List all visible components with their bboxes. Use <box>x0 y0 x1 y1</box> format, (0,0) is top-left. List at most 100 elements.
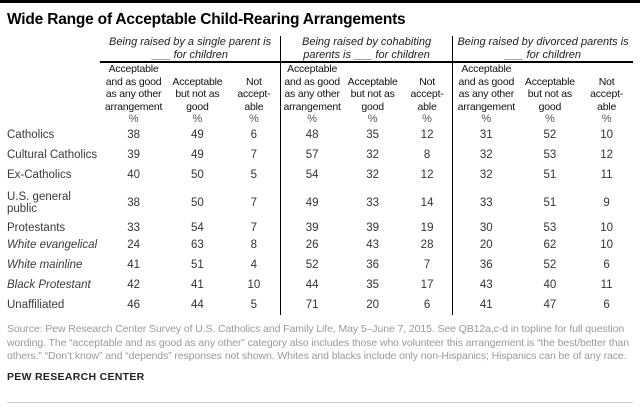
value-cell: 40 <box>127 169 140 181</box>
value-cell: 39 <box>279 215 344 235</box>
source-note: Source: Pew Research Center Survey of U.… <box>7 323 629 362</box>
column-header: Acceptable and as good as any other arra… <box>104 63 163 113</box>
percent-symbol: % <box>367 113 378 125</box>
value-cell: 32 <box>452 165 520 185</box>
value-cell: 33 <box>366 197 380 209</box>
value-cell: 7 <box>250 149 258 161</box>
value-cell: 49 <box>191 129 204 141</box>
value-cell: 50 <box>191 169 204 181</box>
value-cell: 62 <box>543 239 557 251</box>
value-cell: 33 <box>127 222 140 234</box>
row-label: Unaffiliated <box>7 299 65 311</box>
column-header: Not accept- able <box>590 75 624 113</box>
row-label: U.S. general public <box>7 191 71 215</box>
spacer-cell <box>7 36 100 62</box>
value-cell: 6 <box>250 129 258 141</box>
value-cell: 11 <box>600 169 613 181</box>
value-cell: 8 <box>423 149 431 161</box>
value-cell: 41 <box>191 279 204 291</box>
value-cell: 71 <box>279 295 344 315</box>
table-row: White mainline 41 51 4 52 36 7 36 52 6 <box>7 255 633 275</box>
value-cell: 10 <box>247 279 261 291</box>
page-title: Wide Range of Acceptable Child-Rearing A… <box>7 11 406 28</box>
value-cell: 51 <box>543 197 557 209</box>
value-cell: 50 <box>191 197 204 209</box>
value-cell: 35 <box>366 129 380 141</box>
row-label: Protestants <box>7 222 66 234</box>
value-cell: 32 <box>452 145 520 165</box>
percent-symbol: % <box>422 113 432 125</box>
value-cell: 12 <box>420 129 434 141</box>
table-row: Ex-Catholics 40 50 5 54 32 12 32 51 11 <box>7 165 633 185</box>
value-cell: 6 <box>423 299 431 311</box>
value-cell: 36 <box>452 255 520 275</box>
spacer-cell <box>7 62 100 113</box>
value-cell: 47 <box>543 299 557 311</box>
row-label: Ex-Catholics <box>7 169 72 181</box>
value-cell: 63 <box>191 239 204 251</box>
value-cell: 43 <box>452 275 520 295</box>
group-title-row: Being raised by a single parent is ___ f… <box>7 36 633 63</box>
row-label: White mainline <box>7 259 83 271</box>
value-cell: 57 <box>279 145 344 165</box>
column-header-row: Acceptable and as good as any other arra… <box>7 62 633 113</box>
value-cell: 52 <box>543 129 557 141</box>
value-cell: 10 <box>600 129 614 141</box>
value-cell: 33 <box>452 185 520 215</box>
value-cell: 4 <box>250 259 258 271</box>
value-cell: 44 <box>279 275 344 295</box>
value-cell: 35 <box>366 279 380 291</box>
table-row: Black Protestant 42 41 10 44 35 17 43 40 11 <box>7 275 633 295</box>
value-cell: 7 <box>250 222 258 234</box>
table-row: Unaffiliated 46 44 5 71 20 6 41 47 6 <box>7 295 633 315</box>
value-cell: 10 <box>600 239 614 251</box>
column-group-title-single-parent: Being raised by a single parent is ___ f… <box>100 36 281 63</box>
percent-symbol: % <box>192 113 203 125</box>
value-cell: 52 <box>279 255 344 275</box>
row-label: Black Protestant <box>7 279 91 291</box>
data-table: Being raised by a single parent is ___ f… <box>7 36 633 315</box>
value-cell: 26 <box>279 235 344 255</box>
percent-symbol: % <box>279 113 344 125</box>
value-cell: 52 <box>543 259 557 271</box>
value-cell: 5 <box>250 299 258 311</box>
row-label: White evangelical <box>7 239 98 251</box>
value-cell: 48 <box>279 125 344 145</box>
value-cell: 12 <box>600 149 614 161</box>
value-cell: 10 <box>600 222 614 234</box>
value-cell: 54 <box>279 165 344 185</box>
table-row: Catholics 38 49 6 48 35 12 31 52 10 <box>7 125 633 145</box>
percent-symbol: % <box>601 113 612 125</box>
value-cell: 49 <box>279 185 344 215</box>
value-cell: 53 <box>543 149 557 161</box>
value-cell: 49 <box>191 149 204 161</box>
value-cell: 51 <box>191 259 204 271</box>
column-header: Acceptable and as good as any other arra… <box>279 62 344 113</box>
table-body: Catholics 38 49 6 48 35 12 31 52 10 Cultural Catho… <box>7 125 633 315</box>
value-cell: 7 <box>250 197 258 209</box>
value-cell: 20 <box>366 299 380 311</box>
value-cell: 6 <box>603 259 610 271</box>
column-group-title-divorced: Being raised by divorced parents is ___ … <box>452 36 633 63</box>
unit-row: % % % % % % % % % <box>7 113 633 125</box>
value-cell: 7 <box>423 259 431 271</box>
value-cell: 30 <box>452 215 520 235</box>
value-cell: 9 <box>603 197 610 209</box>
value-cell: 40 <box>543 279 557 291</box>
column-header: Acceptable and as good as any other arra… <box>452 62 520 113</box>
percent-symbol: % <box>248 113 259 125</box>
value-cell: 20 <box>452 235 520 255</box>
percent-symbol: % <box>544 113 555 125</box>
row-label: Cultural Catholics <box>7 149 98 161</box>
top-accent-bar <box>0 0 640 3</box>
value-cell: 44 <box>191 299 204 311</box>
value-cell: 42 <box>127 279 140 291</box>
value-cell: 19 <box>420 222 434 234</box>
table-row: U.S. general public 38 50 7 49 33 14 33 51 9 <box>7 185 633 215</box>
value-cell: 5 <box>250 169 258 181</box>
value-cell: 12 <box>420 169 434 181</box>
value-cell: 41 <box>127 259 140 271</box>
value-cell: 46 <box>127 299 140 311</box>
bottom-divider <box>7 402 633 403</box>
